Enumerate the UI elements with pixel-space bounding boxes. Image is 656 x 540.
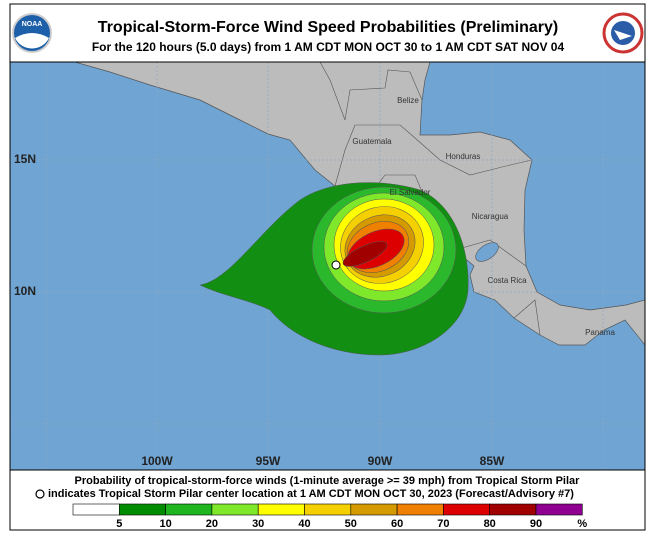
lon-label: 90W xyxy=(368,454,393,468)
land xyxy=(74,62,645,346)
country-label: Honduras xyxy=(446,152,481,161)
legend-tick: 40 xyxy=(298,518,310,530)
country-label: Panama xyxy=(585,328,615,337)
country-label: Nicaragua xyxy=(472,212,509,221)
legend-unit: % xyxy=(577,518,587,530)
lake xyxy=(475,242,499,262)
legend: 5 10 20 30 40 50 60 70 80 90% xyxy=(72,503,587,530)
legend-swatch xyxy=(350,503,398,516)
country-label: El Salvador xyxy=(390,188,431,197)
legend-tick: 5 xyxy=(116,518,122,530)
legend-swatch xyxy=(211,503,259,516)
legend-tick: 10 xyxy=(159,518,171,530)
legend-tick: 60 xyxy=(391,518,403,530)
country-label: Belize xyxy=(397,96,419,105)
storm-center xyxy=(331,260,341,270)
country-label: Costa Rica xyxy=(487,276,527,285)
grid xyxy=(10,62,645,470)
borders xyxy=(319,62,541,336)
legend-swatch xyxy=(489,503,537,516)
legend-swatch xyxy=(304,503,352,516)
lat-label: 10N xyxy=(14,284,36,298)
lon-label: 85W xyxy=(480,454,505,468)
legend-tick: 80 xyxy=(484,518,496,530)
legend-tick: 30 xyxy=(252,518,264,530)
legend-tick: 70 xyxy=(437,518,449,530)
map-border xyxy=(9,61,646,471)
lon-label: 95W xyxy=(256,454,281,468)
title: Tropical-Storm-Force Wind Speed Probabil… xyxy=(98,19,558,36)
legend-tick: 20 xyxy=(206,518,218,530)
footer-line2: indicates Tropical Storm Pilar center lo… xyxy=(48,488,574,500)
legend-swatch xyxy=(72,503,120,516)
country-label: Guatemala xyxy=(352,137,392,146)
map: 15N 10N 100W 95W 90W 85W Belize Guatemala Hondur… xyxy=(9,61,646,471)
legend-tick: 90 xyxy=(530,518,542,530)
nws-logo xyxy=(602,12,644,54)
lat-label: 15N xyxy=(14,152,36,166)
legend-swatch xyxy=(443,503,490,516)
noaa-logo: NOAA xyxy=(12,13,52,53)
legend-swatch xyxy=(165,503,213,516)
legend-swatch xyxy=(535,503,583,516)
legend-swatch xyxy=(119,503,166,516)
subtitle: For the 120 hours (5.0 days) from 1 AM C… xyxy=(92,40,565,54)
legend-swatch xyxy=(257,503,305,516)
center-icon xyxy=(35,489,45,499)
lon-label: 100W xyxy=(141,454,173,468)
legend-tick: 50 xyxy=(345,518,357,530)
footer-line1: Probability of tropical-storm-force wind… xyxy=(75,475,581,487)
legend-swatch xyxy=(396,503,444,516)
logo-text: NOAA xyxy=(22,21,43,28)
